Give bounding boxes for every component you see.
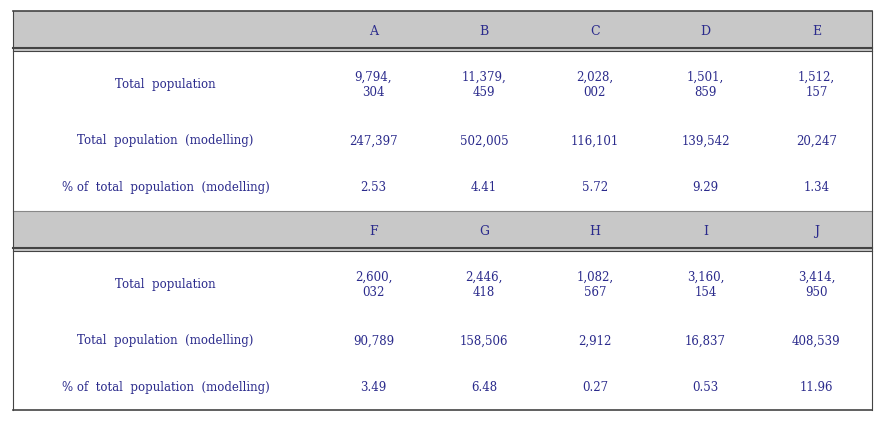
Bar (540, 164, 650, 210)
Bar (318, 317, 428, 364)
Text: 139,542: 139,542 (681, 134, 730, 147)
Text: H: H (589, 224, 600, 237)
Bar (318, 210, 428, 252)
Text: 2.53: 2.53 (360, 181, 387, 194)
Bar (428, 252, 540, 317)
Text: % of  total  population  (modelling): % of total population (modelling) (62, 181, 270, 194)
Bar (650, 164, 761, 210)
Bar (428, 164, 540, 210)
Text: 4.41: 4.41 (471, 181, 497, 194)
Bar (318, 11, 428, 52)
Bar (650, 252, 761, 317)
Text: 158,506: 158,506 (460, 334, 508, 347)
Bar (318, 252, 428, 317)
Bar (650, 117, 761, 164)
Bar (428, 52, 540, 117)
Text: A: A (369, 24, 378, 37)
Text: 3.49: 3.49 (360, 381, 387, 394)
Bar (13, 117, 318, 164)
Bar (13, 364, 318, 410)
Bar (318, 364, 428, 410)
Bar (761, 52, 872, 117)
Bar (13, 11, 318, 52)
Text: 1,512,
157: 1,512, 157 (797, 71, 835, 99)
Bar (540, 252, 650, 317)
Bar (650, 11, 761, 52)
Bar (761, 210, 872, 252)
Text: 3,160,
154: 3,160, 154 (687, 271, 724, 298)
Text: 0.53: 0.53 (692, 381, 719, 394)
Text: 1,501,
859: 1,501, 859 (687, 71, 724, 99)
Text: 2,600,
032: 2,600, 032 (355, 271, 392, 298)
Text: 11,379,
459: 11,379, 459 (462, 71, 506, 99)
Text: 1,082,
567: 1,082, 567 (576, 271, 613, 298)
Bar (540, 317, 650, 364)
Text: Total  population  (modelling): Total population (modelling) (78, 134, 254, 147)
Bar (13, 317, 318, 364)
Text: 1.34: 1.34 (804, 181, 829, 194)
Bar (13, 52, 318, 117)
Bar (761, 117, 872, 164)
Bar (428, 117, 540, 164)
Bar (318, 117, 428, 164)
Text: 408,539: 408,539 (792, 334, 841, 347)
Bar (318, 52, 428, 117)
Bar (650, 364, 761, 410)
Text: 16,837: 16,837 (685, 334, 726, 347)
Text: 9,794,
304: 9,794, 304 (355, 71, 392, 99)
Text: E: E (812, 24, 821, 37)
Text: 2,028,
002: 2,028, 002 (576, 71, 613, 99)
Text: Total  population: Total population (115, 78, 216, 91)
Text: Total  population: Total population (115, 278, 216, 291)
Text: 5.72: 5.72 (581, 181, 608, 194)
Bar (650, 210, 761, 252)
Bar (540, 11, 650, 52)
Text: 6.48: 6.48 (471, 381, 497, 394)
Bar (13, 164, 318, 210)
Text: B: B (480, 24, 489, 37)
Bar (13, 210, 318, 252)
Bar (13, 252, 318, 317)
Text: G: G (479, 224, 489, 237)
Text: 90,789: 90,789 (353, 334, 394, 347)
Bar (540, 210, 650, 252)
Bar (428, 210, 540, 252)
Bar (761, 11, 872, 52)
Bar (650, 317, 761, 364)
Text: D: D (701, 24, 711, 37)
Bar (761, 364, 872, 410)
Text: 11.96: 11.96 (800, 381, 833, 394)
Text: 0.27: 0.27 (581, 381, 608, 394)
Text: 9.29: 9.29 (693, 181, 719, 194)
Text: 3,414,
950: 3,414, 950 (797, 271, 835, 298)
Bar (540, 364, 650, 410)
Text: 247,397: 247,397 (349, 134, 397, 147)
Text: 2,446,
418: 2,446, 418 (466, 271, 503, 298)
Text: C: C (590, 24, 600, 37)
Bar (428, 364, 540, 410)
Text: 502,005: 502,005 (460, 134, 509, 147)
Bar (540, 52, 650, 117)
Bar (761, 317, 872, 364)
Text: 2,912: 2,912 (578, 334, 612, 347)
Bar (761, 164, 872, 210)
Bar (428, 317, 540, 364)
Text: F: F (369, 224, 378, 237)
Text: % of  total  population  (modelling): % of total population (modelling) (62, 381, 270, 394)
Text: I: I (703, 224, 708, 237)
Bar (540, 117, 650, 164)
Bar (761, 252, 872, 317)
Text: J: J (814, 224, 819, 237)
Bar (318, 164, 428, 210)
Text: 20,247: 20,247 (796, 134, 837, 147)
Text: Total  population  (modelling): Total population (modelling) (78, 334, 254, 347)
Bar (650, 52, 761, 117)
Bar (428, 11, 540, 52)
Text: 116,101: 116,101 (571, 134, 619, 147)
